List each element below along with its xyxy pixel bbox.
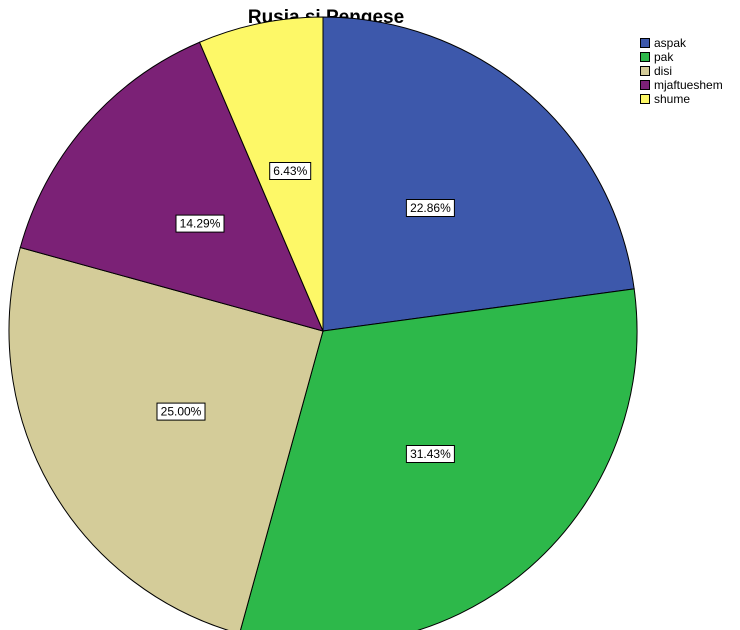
legend-label: mjaftueshem xyxy=(654,78,723,92)
data-label-text: 22.86% xyxy=(410,201,451,215)
pie-slice-disi xyxy=(8,246,324,630)
legend-label: aspak xyxy=(654,36,687,50)
legend-label: shume xyxy=(654,92,691,106)
legend-item-aspak: aspak xyxy=(640,36,723,50)
data-label-box xyxy=(175,214,225,233)
data-label-text: 6.43% xyxy=(273,164,307,178)
legend-item-pak: pak xyxy=(640,50,723,64)
legend-item-disi: disi xyxy=(640,64,723,78)
data-label-text: 31.43% xyxy=(410,447,451,461)
legend-swatch xyxy=(640,38,650,48)
legend-swatch xyxy=(640,80,650,90)
data-label-box xyxy=(405,445,455,463)
data-label-aspak: 22.86% xyxy=(405,199,455,217)
pie-slice-aspak xyxy=(322,16,635,332)
legend: aspak pak disi mjaftueshem shume xyxy=(640,36,723,106)
data-label-box xyxy=(156,402,206,421)
data-label-text: 25.00% xyxy=(161,405,202,419)
data-label-pak: 31.43% xyxy=(405,445,455,463)
legend-swatch xyxy=(640,94,650,104)
data-label-box xyxy=(269,162,312,180)
legend-item-shume: shume xyxy=(640,92,723,106)
legend-item-mjaftueshem: mjaftueshem xyxy=(640,78,723,92)
pie-slice-mjaftueshem xyxy=(19,41,324,332)
data-label-mjaftueshem: 14.29% xyxy=(175,214,225,233)
data-label-text: 14.29% xyxy=(180,217,221,231)
legend-label: disi xyxy=(654,64,673,78)
legend-swatch xyxy=(640,52,650,62)
pie-slice-shume xyxy=(198,16,324,332)
legend-swatch xyxy=(640,66,650,76)
data-label-shume: 6.43% xyxy=(269,162,312,180)
legend-label: pak xyxy=(654,50,674,64)
data-label-box xyxy=(405,199,455,217)
data-label-disi: 25.00% xyxy=(156,402,206,421)
